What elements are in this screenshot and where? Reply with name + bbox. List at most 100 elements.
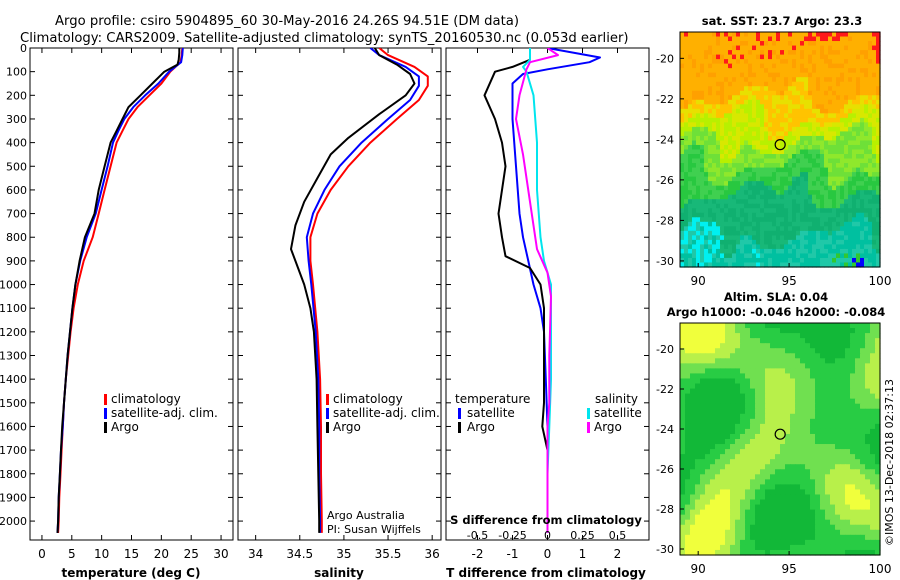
map-cell <box>840 368 846 375</box>
map-cell <box>720 221 725 227</box>
map-cell <box>790 343 796 349</box>
map-cell <box>744 144 749 151</box>
map-cell <box>720 418 726 425</box>
map-cell <box>768 41 773 47</box>
map-cell <box>715 504 721 511</box>
map-cell <box>845 509 851 516</box>
map-cell <box>780 393 786 400</box>
map-cell <box>852 135 857 142</box>
map-cell <box>800 408 806 415</box>
map-cell <box>845 353 851 359</box>
map-cell <box>748 154 753 160</box>
map-cell <box>825 368 831 375</box>
map-cell <box>792 90 797 96</box>
map-cell <box>750 328 756 334</box>
map-cell <box>696 248 701 255</box>
map-cell <box>800 72 805 78</box>
map-cell <box>720 86 725 92</box>
map-cell <box>730 439 736 445</box>
map-cell <box>848 117 853 123</box>
map-cell <box>792 262 797 268</box>
map-cell <box>850 428 856 435</box>
map-cell <box>835 403 841 410</box>
map-cell <box>860 413 866 420</box>
map-cell <box>775 484 781 491</box>
map-cell <box>875 479 881 485</box>
map-cell <box>692 203 697 209</box>
map-cell <box>796 131 801 137</box>
map-cell <box>832 50 837 56</box>
y-tick-label: 1200 <box>0 326 27 339</box>
map-cell <box>784 77 789 83</box>
map-cell <box>700 167 705 173</box>
map-cell <box>744 99 749 105</box>
map-cell <box>740 373 746 380</box>
map-cell <box>860 131 865 137</box>
map-y-tick-label: -26 <box>656 174 674 187</box>
map-cell <box>760 108 765 114</box>
map-cell <box>872 158 877 164</box>
map-cell <box>875 393 881 400</box>
map-cell <box>848 208 853 214</box>
map-cell <box>750 428 756 435</box>
map-cell <box>860 544 866 551</box>
map-cell <box>680 45 685 51</box>
map-cell <box>705 449 711 455</box>
map-cell <box>696 154 701 160</box>
map-cell <box>845 433 851 440</box>
y-tick-label: 1600 <box>0 420 27 433</box>
map-cell <box>744 208 749 214</box>
map-cell <box>772 181 777 187</box>
map-cell <box>788 81 793 87</box>
map-cell <box>875 383 881 390</box>
map-cell <box>836 181 841 187</box>
map-cell <box>716 181 721 187</box>
map-cell <box>716 203 721 209</box>
map-cell <box>840 117 845 123</box>
map-cell <box>705 343 711 349</box>
map-cell <box>725 433 731 440</box>
map-cell <box>836 199 841 205</box>
map-cell <box>775 464 781 470</box>
map-cell <box>812 190 817 196</box>
map-cell <box>876 181 881 187</box>
map-cell <box>735 454 741 460</box>
map-cell <box>785 353 791 359</box>
map-cell <box>690 353 696 359</box>
map-cell <box>700 158 705 164</box>
map-cell <box>876 158 881 164</box>
map-cell <box>788 172 793 178</box>
map-cell <box>735 474 741 480</box>
map-cell <box>868 190 873 196</box>
map-cell <box>860 117 865 123</box>
map-cell <box>812 172 817 178</box>
map-cell <box>804 158 809 164</box>
map-cell <box>800 99 805 105</box>
map-cell <box>700 90 705 96</box>
map-cell <box>800 63 805 69</box>
map-cell <box>825 343 831 349</box>
map-cell <box>810 544 816 551</box>
map-cell <box>708 113 713 119</box>
map-cell <box>756 63 761 69</box>
map-cell <box>808 77 813 83</box>
map-cell <box>805 479 811 485</box>
map-cell <box>740 99 745 105</box>
map-cell <box>804 163 809 169</box>
map-cell <box>820 489 826 496</box>
map-cell <box>708 217 713 223</box>
map-cell <box>725 413 731 420</box>
map-cell <box>768 95 773 101</box>
map-cell <box>695 479 701 485</box>
map-cell <box>735 459 741 465</box>
map-cell <box>816 68 821 74</box>
map-cell <box>770 529 776 536</box>
map-cell <box>848 108 853 114</box>
map-cell <box>876 36 881 42</box>
map-cell <box>700 140 705 146</box>
map-cell <box>812 235 817 241</box>
sst-map-grid <box>680 32 881 268</box>
map-cell <box>808 172 813 178</box>
map-cell <box>870 539 876 546</box>
map-cell <box>744 113 749 119</box>
